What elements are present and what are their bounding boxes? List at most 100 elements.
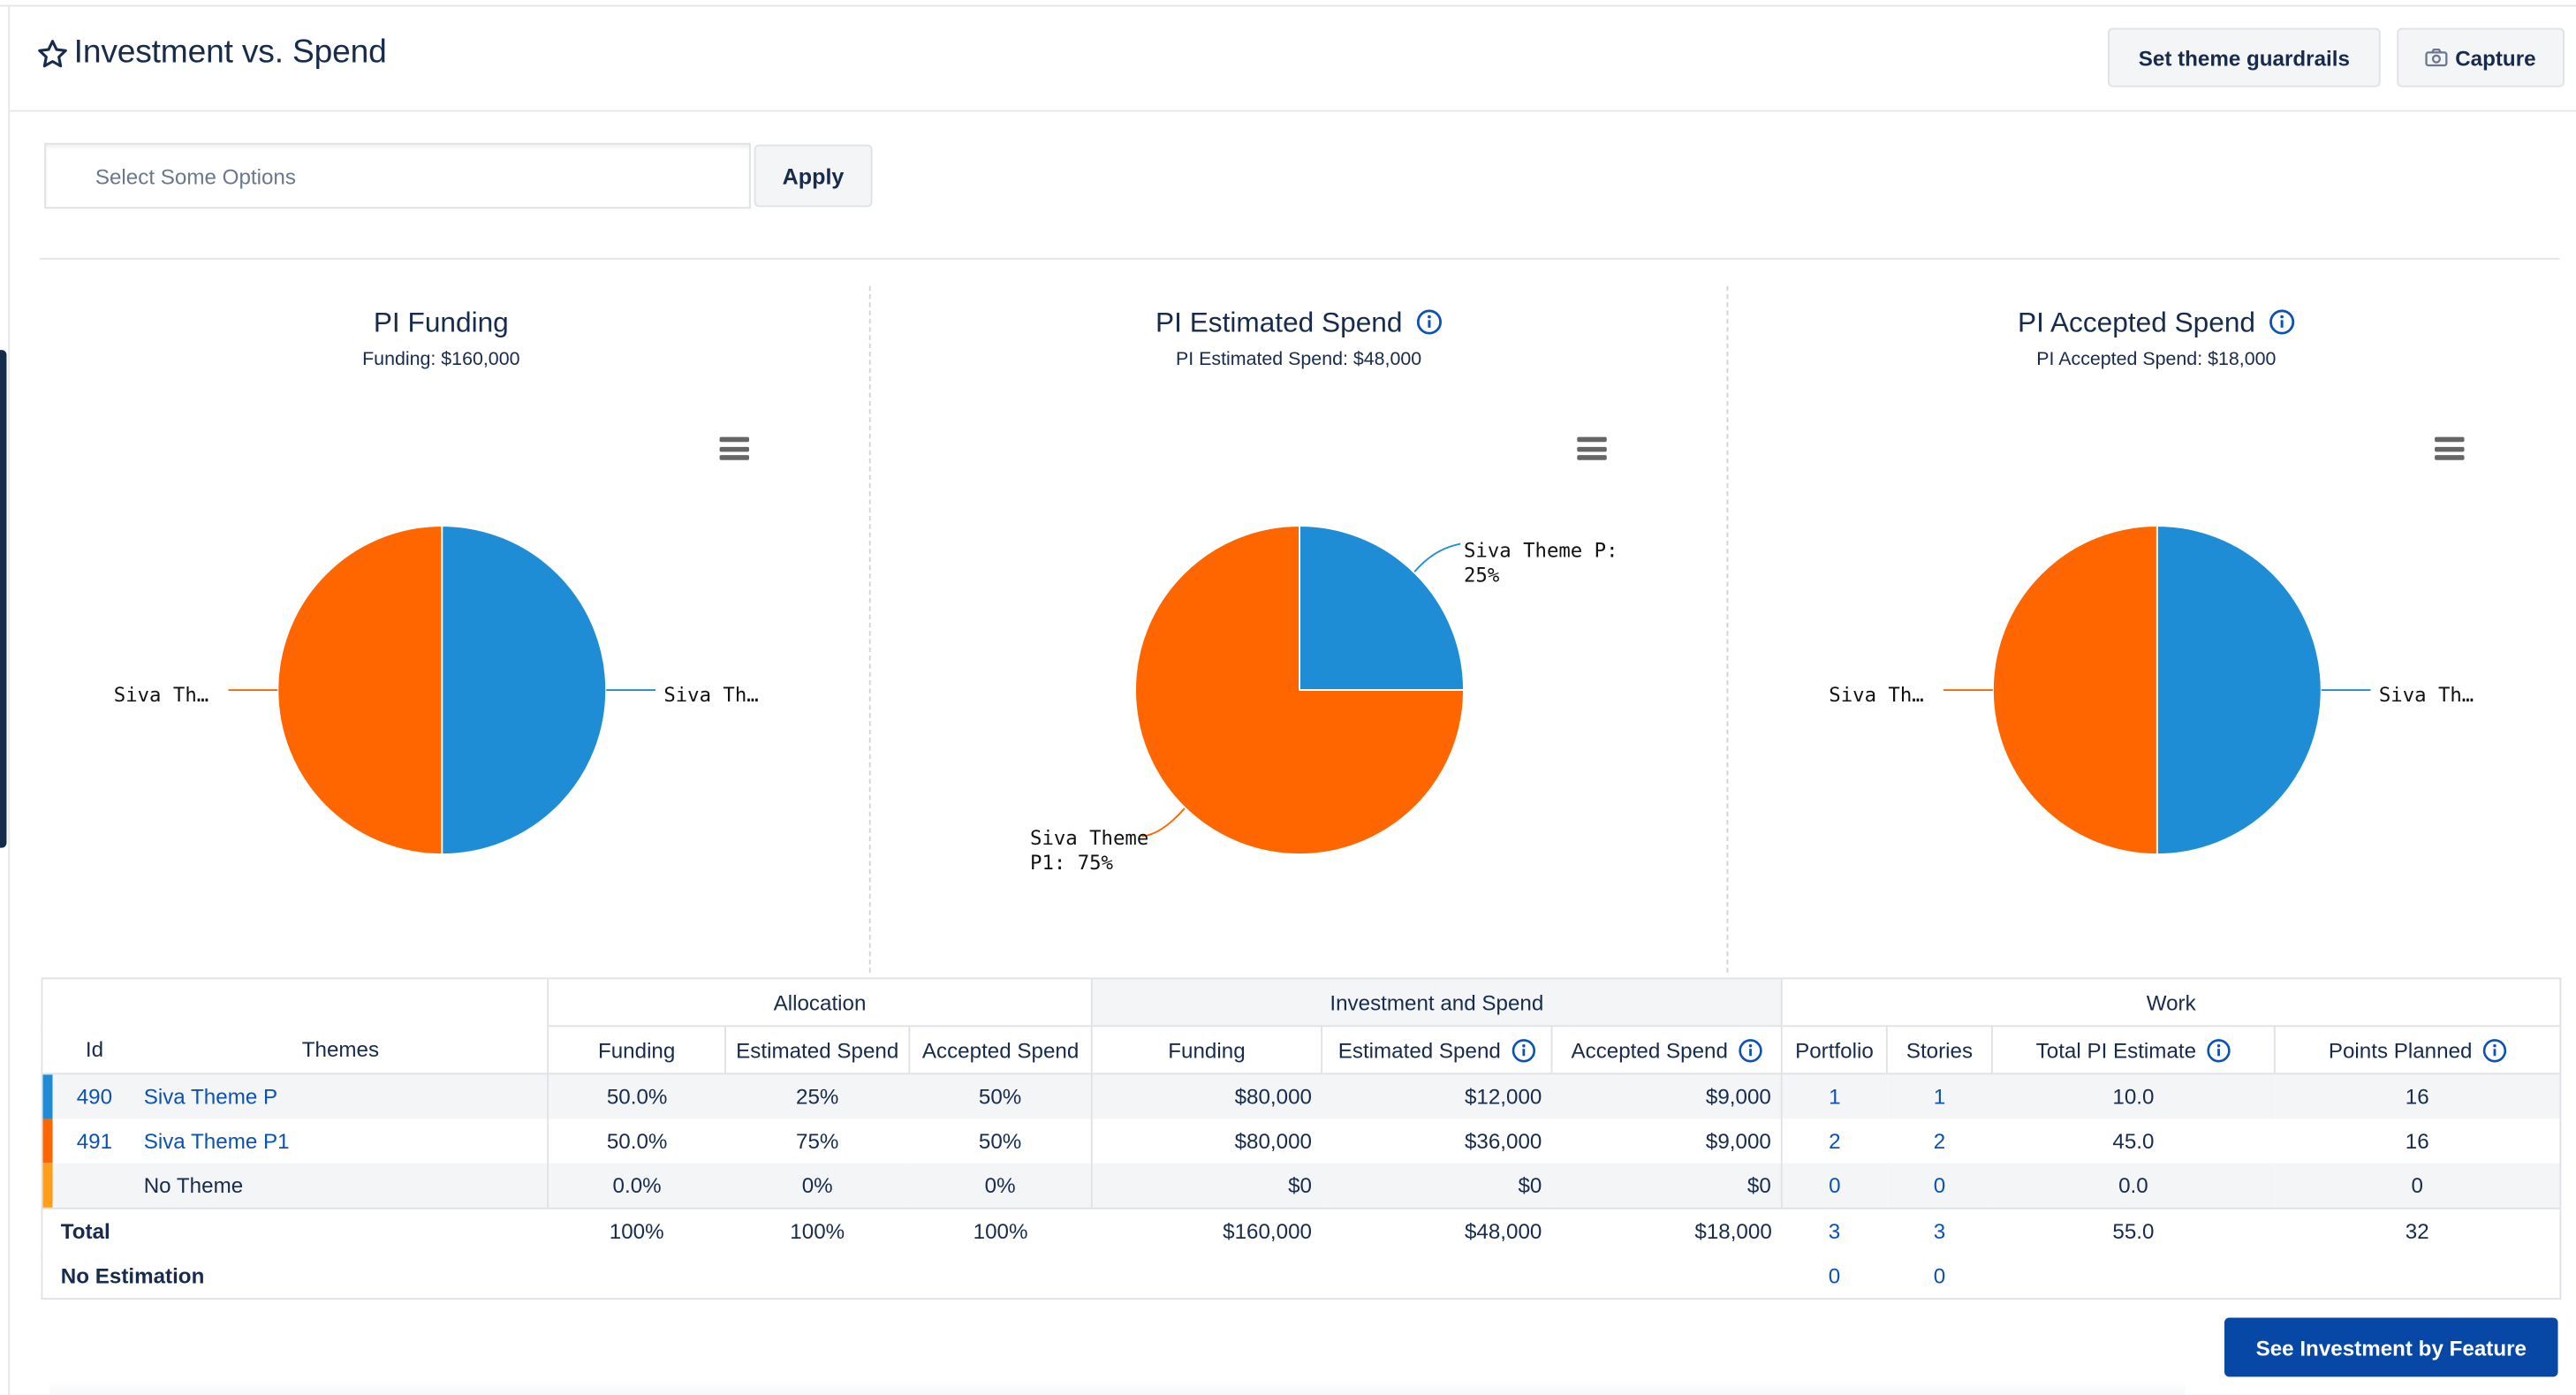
portfolio-count-link[interactable]: 1 <box>1781 1073 1887 1119</box>
col-themes[interactable]: Themes <box>133 1026 549 1075</box>
total-points-planned: 32 <box>2405 1219 2429 1245</box>
theme-name-link[interactable]: Siva Theme P <box>143 1084 278 1110</box>
theme-color-strip <box>42 1073 55 1119</box>
col-id[interactable]: Id <box>55 1026 134 1075</box>
no-estimation-stories-link[interactable]: 0 <box>1933 1263 1946 1289</box>
total-estimated-percent: 100% <box>790 1219 845 1245</box>
investment-group-header: Investment and Spend <box>1090 978 1782 1027</box>
star-icon[interactable] <box>36 37 69 70</box>
col-total-pi-estimate[interactable]: Total PI Estimate <box>1991 1026 2275 1075</box>
table-column-header: Id Themes Funding Estimated Spend Accept… <box>42 1026 2561 1075</box>
col-funding-amount-label: Funding <box>1168 1037 1246 1063</box>
pie-slice[interactable] <box>1991 525 2158 855</box>
capture-button[interactable]: Capture <box>2397 27 2565 87</box>
col-portfolio[interactable]: Portfolio <box>1781 1026 1887 1075</box>
portfolio-count-link[interactable]: 0 <box>1781 1163 1887 1209</box>
capture-label: Capture <box>2455 45 2536 71</box>
accepted-percent: 0% <box>984 1172 1016 1198</box>
funding-percent: 50.0% <box>547 1073 726 1119</box>
col-points-planned[interactable]: Points Planned <box>2273 1026 2561 1075</box>
chart-title: PI Funding <box>27 307 856 340</box>
page-title-wrap: Investment vs. Spend <box>36 34 387 72</box>
col-funding[interactable]: Funding <box>547 1026 726 1075</box>
pie-slice[interactable] <box>441 525 608 855</box>
accepted-amount: $9,000 <box>1705 1128 1771 1154</box>
pie-slice[interactable] <box>277 525 443 855</box>
col-stories[interactable]: Stories <box>1886 1026 1992 1075</box>
total-label: Total <box>60 1219 110 1245</box>
hamburger-menu-icon[interactable] <box>2435 436 2465 462</box>
portfolio-count-link[interactable]: 2 <box>1781 1118 1887 1164</box>
stories-count-link[interactable]: 2 <box>1933 1128 1946 1154</box>
total-pi-estimate: 45.0 <box>2112 1128 2155 1154</box>
total-accepted-amount: $18,000 <box>1694 1219 1772 1245</box>
funding-percent: 0.0% <box>547 1163 726 1209</box>
work-group-header: Work <box>1781 978 2561 1027</box>
allocation-group-header: Allocation <box>547 978 1092 1027</box>
footer-shadow <box>49 1380 2186 1395</box>
chart-title-text: PI Estimated Spend <box>1155 307 1403 339</box>
theme-name-link[interactable]: Siva Theme P1 <box>143 1128 290 1154</box>
total-portfolio-link[interactable]: 3 <box>1828 1219 1841 1245</box>
pi-funding-chart: Siva Th… Siva Th… PI Funding Funding: $16… <box>27 287 856 944</box>
accepted-percent: 50% <box>978 1084 1022 1110</box>
pie-slice[interactable] <box>1134 525 1465 855</box>
col-estimated-spend[interactable]: Estimated Spend <box>724 1026 910 1075</box>
pi-estimated-spend-chart: Siva Theme P: 25% Siva Theme P1: 75% PI Est… <box>884 287 1714 944</box>
slice-label: P1: 75% <box>1030 852 1114 875</box>
col-estimated-amount[interactable]: Estimated Spend <box>1321 1026 1552 1075</box>
total-pi-estimate: 55.0 <box>2112 1219 2155 1245</box>
pie-slice[interactable] <box>2156 525 2322 855</box>
chart-subtitle: PI Accepted Spend: $18,000 <box>2036 350 2277 370</box>
sidebar-edge <box>0 350 7 848</box>
see-investment-by-feature-button[interactable]: See Investment by Feature <box>2224 1317 2558 1377</box>
no-estimation-portfolio-link[interactable]: 0 <box>1828 1263 1841 1289</box>
chart-title-text: PI Funding <box>373 307 509 339</box>
chart-subtitle: PI Estimated Spend: $48,000 <box>1175 350 1422 370</box>
funding-amount: $80,000 <box>1090 1073 1322 1119</box>
col-accepted-amount[interactable]: Accepted Spend <box>1550 1026 1782 1075</box>
hamburger-menu-icon[interactable] <box>1577 436 1607 462</box>
set-theme-guardrails-button[interactable]: Set theme guardrails <box>2107 27 2381 87</box>
slice-label: Siva Th… <box>2379 684 2474 707</box>
accepted-amount: $0 <box>1746 1172 1771 1198</box>
table-row: 491 Siva Theme P1 50.0% 75% 50% $80,000 … <box>42 1118 2560 1164</box>
page-title: Investment vs. Spend <box>73 34 387 71</box>
info-icon[interactable] <box>2482 1037 2507 1062</box>
chart-separator <box>1726 285 1729 973</box>
theme-color-swatch <box>42 1163 53 1208</box>
total-funding-amount: $160,000 <box>1223 1219 1312 1245</box>
total-pi-estimate: 10.0 <box>2112 1084 2155 1110</box>
estimated-amount: $36,000 <box>1464 1128 1542 1154</box>
info-icon[interactable] <box>1511 1037 1535 1062</box>
divider <box>39 257 2560 260</box>
points-planned: 16 <box>2405 1128 2429 1154</box>
slice-label: Siva Theme P: <box>1464 539 1618 562</box>
hamburger-menu-icon[interactable] <box>719 436 750 462</box>
info-icon[interactable] <box>1415 309 1442 336</box>
theme-color-swatch <box>42 1118 53 1164</box>
label-connector <box>1141 807 1186 838</box>
theme-select-input[interactable]: Select Some Options <box>44 142 751 209</box>
estimated-percent: 0% <box>801 1172 833 1198</box>
chart-title: PI Accepted Spend <box>1741 307 2571 340</box>
total-stories-link[interactable]: 3 <box>1933 1219 1946 1245</box>
label-connector <box>1413 542 1461 572</box>
table-row: No Theme 0.0% 0% 0% $0 $0 $0 0 0 0.0 0 <box>42 1163 2561 1209</box>
theme-id-link[interactable]: 491 <box>76 1128 113 1154</box>
apply-button[interactable]: Apply <box>754 144 873 208</box>
col-accepted-spend[interactable]: Accepted Spend <box>908 1026 1092 1075</box>
slice-label: Siva Th… <box>1829 684 1923 707</box>
left-border <box>8 4 11 1395</box>
info-icon[interactable] <box>1738 1037 1762 1062</box>
stories-count-link[interactable]: 1 <box>1933 1084 1946 1110</box>
theme-id-link[interactable]: 490 <box>76 1084 113 1110</box>
theme-color-strip <box>42 1163 55 1209</box>
col-funding-amount[interactable]: Funding <box>1090 1026 1322 1075</box>
stories-count-link[interactable]: 0 <box>1933 1172 1946 1198</box>
info-icon[interactable] <box>2269 309 2295 336</box>
info-icon[interactable] <box>2206 1037 2231 1062</box>
theme-color-strip <box>42 1118 55 1164</box>
pie-slice[interactable] <box>1299 525 1465 692</box>
